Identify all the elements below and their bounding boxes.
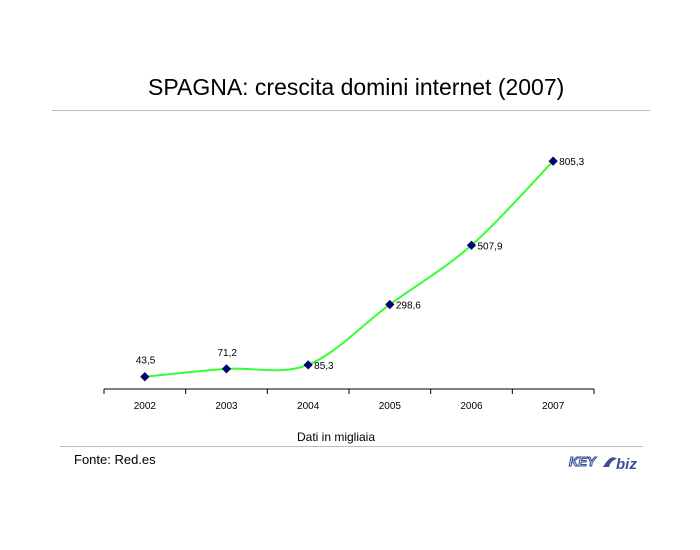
logo-biz-text: biz [616,456,637,473]
x-tick-label-2003: 2003 [215,401,238,412]
data-label-2004: 85,3 [314,361,334,372]
data-label-2005: 298,6 [396,300,421,311]
logo-swoosh [603,457,617,467]
series-line [144,160,554,378]
title-divider [52,110,650,111]
x-tick-label-2006: 2006 [460,401,483,412]
data-point-2005 [385,299,395,310]
data-point-2007 [548,156,558,166]
data-point-2002 [140,372,150,382]
logo-key-text: KEY [569,454,597,469]
x-tick-label-2004: 2004 [297,401,320,412]
x-tick-label-2002: 2002 [134,401,157,412]
x-tick-label-2007: 2007 [542,401,565,412]
x-axis-ticks [103,389,595,394]
x-axis-tick-labels: 2002 2003 2004 2005 2006 2007 [134,401,565,412]
data-label-2002: 43,5 [136,356,156,367]
data-label-2006: 507,9 [478,241,503,252]
x-axis-title: Dati in migliaia [297,430,375,444]
data-label-2007: 805,3 [559,157,584,168]
series-markers [140,156,558,382]
chart-title: SPAGNA: crescita domini internet (2007) [148,74,565,100]
data-point-2003 [221,364,232,374]
series-data-labels: 43,5 71,2 85,3 298,6 507,9 805,3 [136,157,585,372]
footer-divider [60,446,643,447]
data-label-2003: 71,2 [218,348,238,359]
x-tick-label-2005: 2005 [379,401,402,412]
keybiz-logo: KEY biz [568,453,637,473]
data-point-2006 [466,240,477,250]
source-note: Fonte: Red.es [74,452,156,467]
data-point-2004 [303,360,313,370]
